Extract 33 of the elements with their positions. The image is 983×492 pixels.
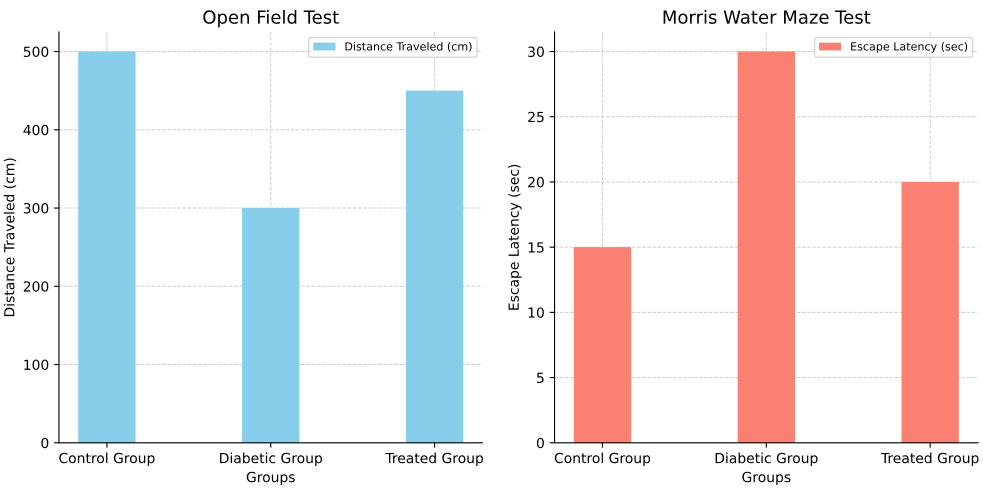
y-tick-label: 30 — [528, 46, 544, 58]
x-tick-label: Treated Group — [385, 452, 484, 466]
x-tick-label: Diabetic Group — [716, 452, 818, 466]
legend-label: Distance Traveled (cm) — [345, 42, 472, 52]
bar — [574, 247, 632, 443]
chart-title: Open Field Test — [203, 10, 339, 28]
x-tick-label: Treated Group — [880, 452, 979, 466]
x-tick-label: Control Group — [59, 452, 155, 466]
y-tick-label: 25 — [528, 112, 544, 122]
y-tick-label: 5 — [537, 372, 544, 384]
y-tick-label: 20 — [528, 176, 544, 188]
x-axis-title: Groups — [246, 472, 295, 485]
legend-label: Escape Latency (sec) — [851, 42, 968, 53]
bar — [242, 208, 300, 443]
y-tick-label: 0 — [536, 438, 544, 448]
bar — [78, 52, 136, 443]
y-axis-title: Distance Traveled (cm) — [4, 158, 16, 316]
y-tick-label: 500 — [24, 46, 48, 58]
bar — [901, 182, 959, 443]
bar — [738, 52, 795, 443]
y-axis-title: Escape Latency (sec) — [508, 164, 522, 310]
bar — [406, 90, 464, 443]
chart-title: Morris Water Maze Test — [664, 10, 870, 24]
y-tick-label: 400 — [23, 124, 48, 136]
x-axis-title: Groups — [742, 472, 790, 485]
y-tick-label: 15 — [528, 242, 544, 253]
x-tick-label: Diabetic Group — [220, 452, 322, 466]
y-tick-label: 100 — [24, 360, 48, 370]
y-tick-label: 300 — [24, 203, 48, 214]
y-tick-label: 10 — [528, 307, 544, 318]
y-tick-label: 0 — [41, 438, 48, 448]
y-tick-label: 200 — [24, 281, 48, 292]
x-tick-label: Control Group — [554, 452, 650, 466]
